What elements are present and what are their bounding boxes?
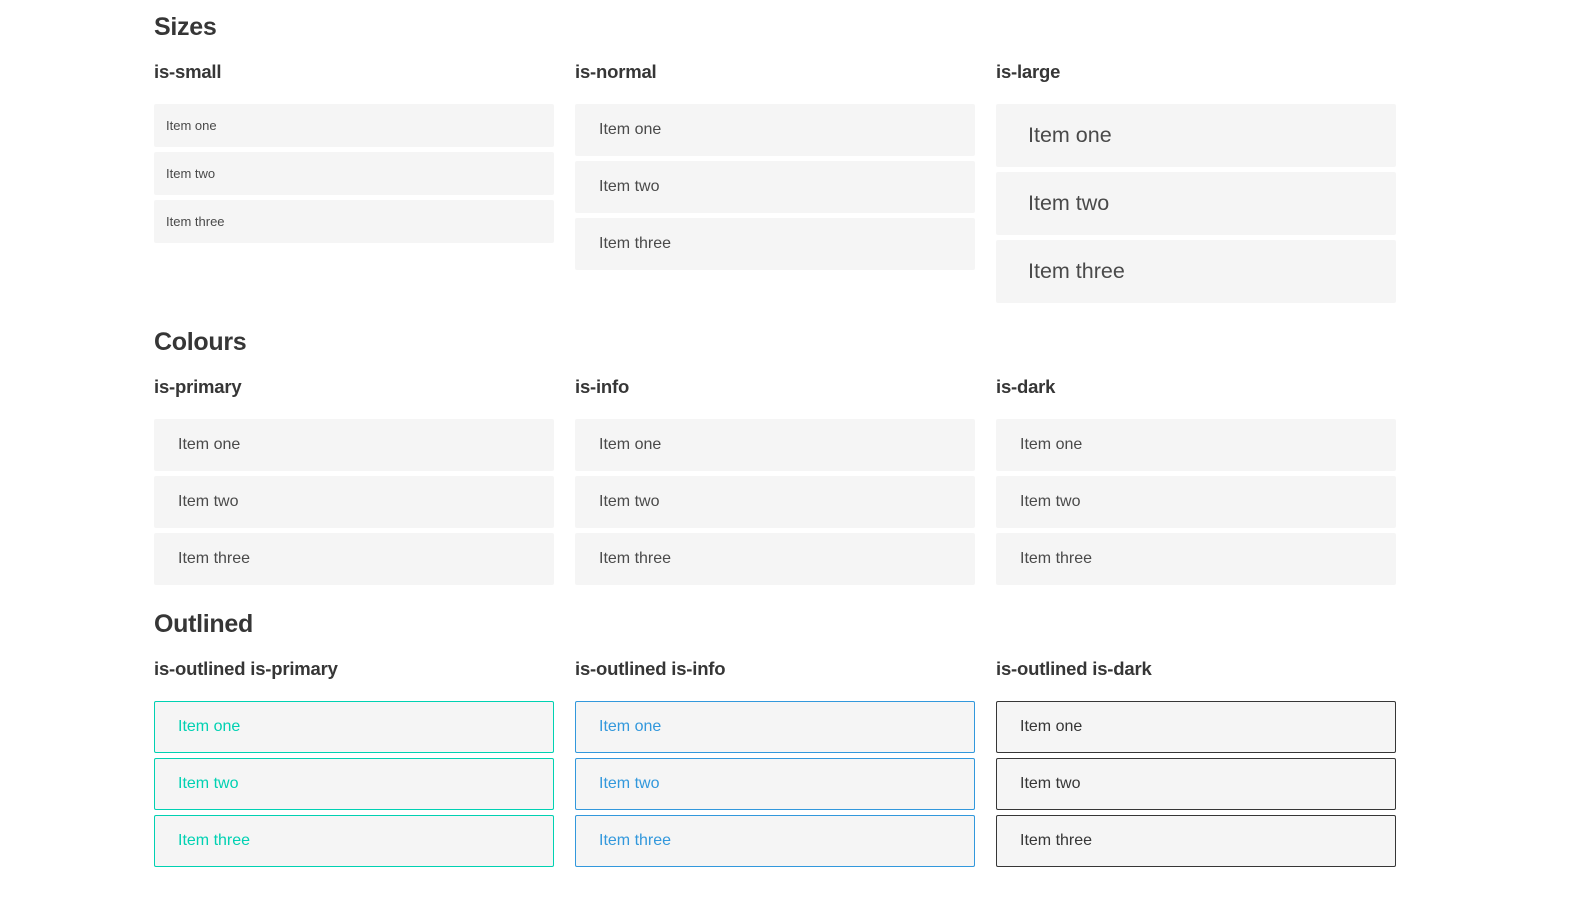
item-list-info: Item one Item two Item three	[575, 419, 975, 585]
column-is-outlined-is-primary: is-outlined is-primary Item one Item two…	[154, 659, 554, 867]
list-item[interactable]: Item three	[575, 533, 975, 585]
variant-label: is-outlined is-dark	[996, 658, 1152, 679]
column-is-small: is-small Item one Item two Item three	[154, 62, 554, 243]
list-item[interactable]: Item one	[996, 104, 1396, 167]
list-item[interactable]: Item two	[154, 476, 554, 528]
list-item[interactable]: Item one	[154, 419, 554, 471]
item-list-normal: Item one Item two Item three	[575, 104, 975, 270]
list-item[interactable]: Item three	[154, 200, 554, 243]
variant-label: is-info	[575, 376, 630, 397]
list-item[interactable]: Item two	[154, 152, 554, 195]
list-item[interactable]: Item two	[996, 476, 1396, 528]
item-list-outlined-primary: Item one Item two Item three	[154, 701, 554, 867]
list-item[interactable]: Item two	[996, 172, 1396, 235]
item-list-small: Item one Item two Item three	[154, 104, 554, 243]
list-item[interactable]: Item two	[154, 758, 554, 810]
section-title: Colours	[154, 328, 247, 356]
column-is-normal: is-normal Item one Item two Item three	[575, 62, 975, 270]
column-is-dark: is-dark Item one Item two Item three	[996, 377, 1396, 585]
list-item[interactable]: Item one	[575, 419, 975, 471]
list-item[interactable]: Item two	[575, 758, 975, 810]
item-list-outlined-info: Item one Item two Item three	[575, 701, 975, 867]
list-item[interactable]: Item two	[575, 161, 975, 213]
column-is-outlined-is-info: is-outlined is-info Item one Item two It…	[575, 659, 975, 867]
list-item[interactable]: Item three	[575, 815, 975, 867]
variant-label: is-outlined is-info	[575, 658, 726, 679]
list-item[interactable]: Item three	[575, 218, 975, 270]
list-item[interactable]: Item three	[154, 533, 554, 585]
variant-label: is-dark	[996, 376, 1056, 397]
list-item[interactable]: Item one	[575, 104, 975, 156]
sizes-section: Sizes is-small Item one Item two Item th…	[154, 14, 1396, 303]
colours-columns: is-primary Item one Item two Item three …	[154, 377, 1396, 585]
section-title: Sizes	[154, 13, 217, 41]
column-is-large: is-large Item one Item two Item three	[996, 62, 1396, 303]
variant-label: is-small	[154, 61, 222, 82]
list-item[interactable]: Item three	[996, 533, 1396, 585]
sizes-columns: is-small Item one Item two Item three is…	[154, 62, 1396, 303]
item-list-outlined-dark: Item one Item two Item three	[996, 701, 1396, 867]
list-item[interactable]: Item one	[154, 701, 554, 753]
list-item[interactable]: Item three	[154, 815, 554, 867]
item-list-large: Item one Item two Item three	[996, 104, 1396, 303]
outlined-section: Outlined is-outlined is-primary Item one…	[154, 611, 1396, 867]
outlined-columns: is-outlined is-primary Item one Item two…	[154, 659, 1396, 867]
variant-label: is-large	[996, 61, 1061, 82]
list-item[interactable]: Item three	[996, 815, 1396, 867]
column-is-info: is-info Item one Item two Item three	[575, 377, 975, 585]
list-item[interactable]: Item one	[996, 701, 1396, 753]
column-is-primary: is-primary Item one Item two Item three	[154, 377, 554, 585]
item-list-primary: Item one Item two Item three	[154, 419, 554, 585]
column-is-outlined-is-dark: is-outlined is-dark Item one Item two It…	[996, 659, 1396, 867]
list-item[interactable]: Item one	[154, 104, 554, 147]
colours-section: Colours is-primary Item one Item two Ite…	[154, 329, 1396, 585]
variant-label: is-primary	[154, 376, 242, 397]
list-item[interactable]: Item two	[575, 476, 975, 528]
list-item[interactable]: Item three	[996, 240, 1396, 303]
list-item[interactable]: Item two	[996, 758, 1396, 810]
section-title: Outlined	[154, 610, 253, 638]
item-list-dark: Item one Item two Item three	[996, 419, 1396, 585]
list-item[interactable]: Item one	[996, 419, 1396, 471]
list-item[interactable]: Item one	[575, 701, 975, 753]
variant-label: is-normal	[575, 61, 657, 82]
variant-label: is-outlined is-primary	[154, 658, 338, 679]
